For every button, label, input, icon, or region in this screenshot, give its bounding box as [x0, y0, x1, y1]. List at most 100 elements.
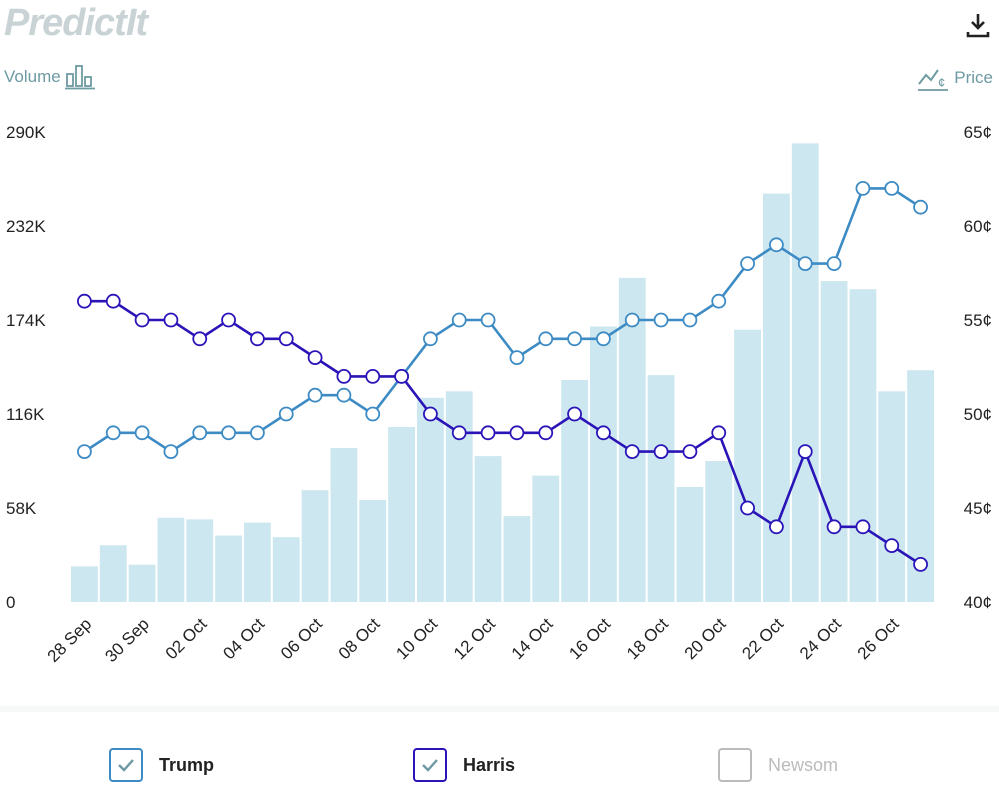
volume-bar	[791, 143, 819, 602]
volume-bar	[618, 277, 646, 602]
price-line-icon: ¢	[918, 69, 949, 91]
harris-price-point	[682, 444, 698, 460]
volume-bar	[503, 516, 531, 602]
legend-bar: Trump Harris Newsom	[0, 706, 999, 793]
x-tick-label: 10 Oct	[392, 614, 441, 663]
harris-price-point	[423, 406, 438, 422]
volume-bar	[215, 535, 242, 602]
trump-price-point	[423, 331, 438, 347]
check-icon	[118, 759, 134, 772]
trump-price-point	[365, 406, 381, 422]
trump-price-point	[480, 312, 496, 328]
harris-price-point	[884, 538, 900, 553]
trump-price-point	[221, 425, 236, 441]
harris-price-point	[769, 519, 784, 535]
volume-bar	[99, 545, 127, 602]
price-tick-label: 60¢	[964, 217, 992, 236]
legend-newsom[interactable]: Newsom	[718, 748, 838, 782]
x-tick-label: 12 Oct	[450, 614, 499, 663]
volume-tick-label: 290K	[6, 123, 46, 142]
trump-price-point	[826, 256, 842, 272]
harris-price-point	[134, 312, 150, 328]
trump-price-point	[711, 293, 727, 309]
trump-checkbox[interactable]	[109, 748, 143, 782]
harris-checkbox[interactable]	[413, 748, 447, 782]
volume-tick-label: 174K	[6, 311, 46, 330]
harris-price-point	[509, 425, 525, 441]
newsom-checkbox[interactable]	[718, 748, 752, 782]
x-tick-label: 06 Oct	[277, 614, 326, 663]
volume-bar	[244, 522, 271, 602]
trump-price-point	[192, 425, 208, 441]
trump-price-point	[769, 237, 784, 253]
harris-price-point	[105, 293, 121, 309]
harris-price-point	[596, 425, 611, 441]
volume-bar	[301, 490, 329, 602]
x-tick-label: 22 Oct	[738, 614, 787, 663]
volume-tick-label: 232K	[6, 217, 46, 236]
volume-bar	[705, 461, 733, 602]
volume-bar	[157, 517, 185, 602]
trump-price-point	[163, 444, 179, 460]
legend-harris[interactable]: Harris	[413, 748, 515, 782]
x-tick-label: 02 Oct	[162, 614, 211, 663]
volume-bar	[272, 537, 300, 602]
trump-price-point	[797, 256, 813, 272]
harris-price-point	[538, 425, 554, 441]
legend-newsom-label: Newsom	[768, 754, 839, 775]
volume-bar	[186, 519, 214, 602]
volume-bar	[849, 289, 877, 602]
volume-bar	[878, 391, 906, 602]
harris-price-point	[624, 444, 640, 460]
trump-price-point	[278, 406, 294, 422]
legend-trump[interactable]: Trump	[109, 748, 214, 782]
price-volume-chart: 0 58K 116K 174K 232K 290K 40¢ 45¢ 50¢ 55¢ 60¢ 65¢ 28…	[6, 123, 992, 666]
trump-price-point	[509, 350, 525, 366]
check-icon	[422, 759, 438, 772]
trump-price-point	[250, 425, 265, 441]
volume-tick-label: 0	[6, 593, 15, 612]
price-tick-label: 40¢	[964, 593, 992, 612]
trump-price-point	[884, 180, 900, 196]
price-tick-label: 50¢	[964, 405, 992, 424]
trump-price-point	[913, 199, 928, 215]
trump-price-point	[77, 444, 92, 460]
x-tick-label: 30 Sep	[101, 614, 153, 666]
volume-bar	[734, 329, 761, 602]
harris-price-point	[653, 444, 669, 460]
x-tick-label: 14 Oct	[508, 614, 557, 663]
harris-price-point	[913, 557, 928, 572]
volume-tick-label: 58K	[6, 499, 37, 518]
x-tick-label: 08 Oct	[335, 614, 384, 663]
price-label-text: Price	[954, 68, 993, 87]
volume-bar	[445, 391, 473, 602]
x-tick-label: 04 Oct	[219, 614, 268, 663]
volume-tick-label: 116K	[6, 405, 45, 424]
harris-price-point	[192, 331, 208, 347]
volume-bar	[590, 326, 617, 602]
volume-bar	[474, 456, 502, 602]
legend-harris-label: Harris	[463, 754, 516, 775]
trump-price-point	[855, 180, 871, 196]
price-tick-label: 55¢	[964, 311, 992, 330]
harris-price-point	[797, 444, 813, 460]
trump-price-point	[682, 312, 698, 328]
volume-bar	[763, 193, 790, 602]
trump-price-point	[538, 331, 554, 347]
harris-price-point	[365, 368, 381, 384]
legend-trump-label: Trump	[159, 754, 215, 775]
harris-price-point	[221, 312, 236, 328]
price-axis-label: ¢ Price	[918, 64, 993, 92]
volume-axis-label: Volume	[4, 64, 95, 90]
predictit-logo: PredictIt	[4, 2, 148, 44]
trump-price-point	[567, 331, 582, 347]
volume-bar	[676, 486, 704, 602]
x-tick-label: 20 Oct	[681, 614, 730, 663]
harris-price-point	[278, 331, 294, 347]
harris-price-point	[740, 500, 755, 516]
harris-price-point	[77, 293, 92, 309]
trump-price-point	[134, 425, 150, 441]
download-icon[interactable]	[965, 10, 991, 40]
volume-bar	[532, 475, 560, 602]
x-tick-label: 26 Oct	[854, 614, 903, 663]
